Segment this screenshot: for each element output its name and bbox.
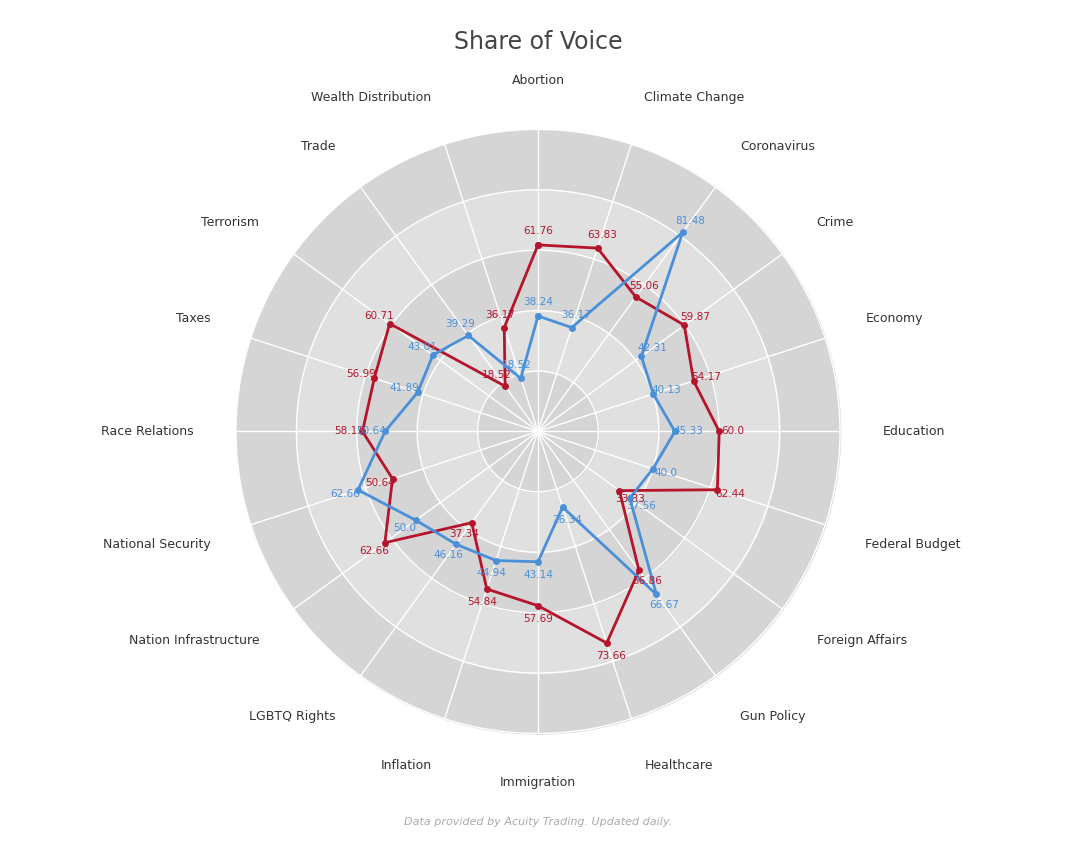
- Text: 40.13: 40.13: [651, 385, 681, 395]
- Text: Wealth Distribution: Wealth Distribution: [311, 91, 431, 104]
- Text: Gun Policy: Gun Policy: [740, 710, 806, 723]
- Text: 62.44: 62.44: [716, 489, 746, 499]
- Text: Taxes: Taxes: [175, 312, 211, 325]
- Text: 54.84: 54.84: [468, 597, 497, 607]
- Text: 41.89: 41.89: [390, 383, 420, 393]
- Text: 61.76: 61.76: [523, 227, 553, 236]
- Text: 81.48: 81.48: [676, 217, 706, 227]
- Text: 46.16: 46.16: [434, 550, 463, 560]
- Text: 38.24: 38.24: [523, 298, 553, 307]
- Text: 42.31: 42.31: [637, 343, 667, 354]
- Text: 44.94: 44.94: [477, 569, 507, 579]
- Text: 59.87: 59.87: [680, 312, 710, 322]
- Text: 56.99: 56.99: [346, 369, 377, 379]
- Text: Share of Voice: Share of Voice: [454, 30, 622, 53]
- Text: 40.0: 40.0: [654, 468, 677, 478]
- Text: 39.29: 39.29: [445, 320, 476, 329]
- Text: 60.0: 60.0: [721, 426, 745, 437]
- Text: Abortion: Abortion: [511, 74, 565, 87]
- Text: 63.83: 63.83: [586, 230, 617, 240]
- Text: 50.0: 50.0: [394, 523, 416, 533]
- Text: National Security: National Security: [103, 538, 211, 551]
- Text: Climate Change: Climate Change: [645, 91, 745, 104]
- Text: Healthcare: Healthcare: [645, 759, 713, 772]
- Text: 56.86: 56.86: [632, 576, 662, 586]
- Text: Terrorism: Terrorism: [201, 216, 259, 229]
- Text: 73.66: 73.66: [596, 651, 626, 661]
- Text: Foreign Affairs: Foreign Affairs: [817, 634, 907, 647]
- Text: 66.67: 66.67: [650, 601, 679, 610]
- Text: Nation Infrastructure: Nation Infrastructure: [129, 634, 259, 647]
- Text: 62.66: 62.66: [330, 489, 360, 499]
- Text: 18.52: 18.52: [482, 371, 512, 380]
- Text: 26.34: 26.34: [552, 515, 582, 525]
- Text: 43.14: 43.14: [523, 570, 553, 580]
- Text: Education: Education: [882, 425, 945, 438]
- Text: 43.01: 43.01: [407, 342, 437, 352]
- Text: 33.33: 33.33: [615, 493, 646, 503]
- Text: Inflation: Inflation: [381, 759, 431, 772]
- Text: 50.64: 50.64: [356, 426, 386, 437]
- Text: Crime: Crime: [817, 216, 854, 229]
- Text: Economy: Economy: [865, 312, 923, 325]
- Text: 62.66: 62.66: [359, 546, 388, 556]
- Text: Race Relations: Race Relations: [101, 425, 194, 438]
- Text: 58.11: 58.11: [334, 426, 364, 437]
- Text: Immigration: Immigration: [500, 776, 576, 788]
- Text: 54.17: 54.17: [692, 371, 722, 382]
- Text: 37.34: 37.34: [449, 529, 479, 539]
- Text: Federal Budget: Federal Budget: [865, 538, 961, 551]
- Text: 57.69: 57.69: [523, 614, 553, 624]
- Text: Coronavirus: Coronavirus: [740, 140, 816, 153]
- Text: 50.64: 50.64: [365, 478, 395, 488]
- Text: 36.17: 36.17: [485, 310, 515, 320]
- Text: 60.71: 60.71: [364, 310, 394, 321]
- Text: Data provided by Acuity Trading. Updated daily.: Data provided by Acuity Trading. Updated…: [404, 817, 672, 827]
- Text: 36.17: 36.17: [561, 310, 591, 320]
- Text: LGBTQ Rights: LGBTQ Rights: [250, 710, 336, 723]
- Text: 37.56: 37.56: [626, 501, 655, 511]
- Text: 18.52: 18.52: [501, 360, 532, 371]
- Text: 55.06: 55.06: [628, 281, 659, 291]
- Text: 45.33: 45.33: [674, 426, 704, 437]
- Text: Trade: Trade: [301, 140, 336, 153]
